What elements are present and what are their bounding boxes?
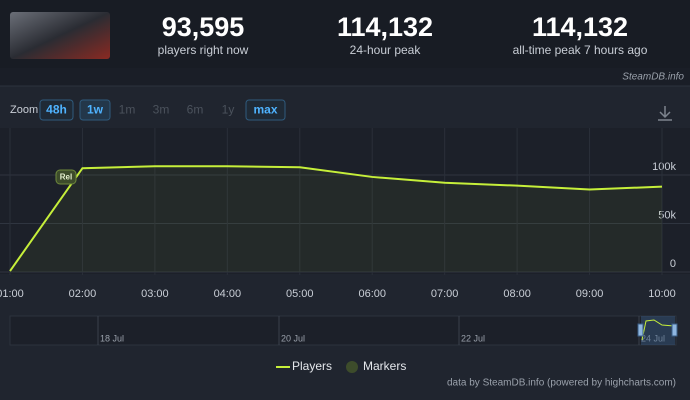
navigator-label: 18 Jul — [100, 333, 124, 343]
navigator-label: 20 Jul — [281, 333, 305, 343]
plot-area — [0, 128, 690, 274]
zoom-option: 3m — [153, 103, 170, 117]
footer-credit: data by SteamDB.info (powered by highcha… — [447, 378, 676, 389]
legend-entry[interactable]: Markers — [363, 359, 406, 373]
y-tick-label: 100k — [652, 161, 676, 173]
navigator-label: 24 Jul — [641, 333, 665, 343]
stat-value: 114,132 — [532, 12, 628, 42]
zoom-label: Zoom — [10, 104, 38, 116]
navigator-handle[interactable] — [637, 323, 644, 337]
site-credit: SteamDB.info — [622, 72, 684, 83]
stat-value: 93,595 — [162, 12, 245, 42]
x-tick-label: 10:00 — [648, 288, 676, 300]
x-tick-label: 08:00 — [503, 288, 531, 300]
navigator-window[interactable] — [641, 316, 675, 345]
navigator-label: 22 Jul — [461, 333, 485, 343]
navigator-series — [641, 319, 675, 341]
x-tick-label: 06:00 — [358, 288, 386, 300]
y-tick-label: 50k — [658, 209, 676, 221]
stat-label: players right now — [158, 43, 249, 57]
header-bar — [0, 0, 690, 68]
zoom-button[interactable] — [245, 99, 286, 121]
series-area — [10, 166, 662, 272]
stat-value: 114,132 — [337, 12, 433, 42]
x-tick-label: 02:00 — [69, 288, 97, 300]
x-tick-label: 09:00 — [576, 288, 604, 300]
x-tick-label: 07:00 — [431, 288, 459, 300]
legend-swatch — [346, 361, 358, 373]
zoom-option[interactable]: max — [253, 103, 277, 117]
x-tick-label: 04:00 — [214, 288, 242, 300]
zoom-button[interactable] — [79, 99, 111, 121]
zoom-option[interactable]: 48h — [46, 103, 67, 117]
game-image[interactable] — [10, 12, 110, 59]
zoom-option: 1m — [119, 103, 136, 117]
legend-entry[interactable]: Players — [292, 359, 332, 373]
zoom-option[interactable]: 1w — [87, 103, 104, 117]
x-tick-label: 03:00 — [141, 288, 169, 300]
download-icon[interactable] — [658, 106, 672, 121]
zoom-option: 6m — [187, 103, 204, 117]
series-line — [9, 165, 663, 272]
stat-label: all-time peak 7 hours ago — [513, 43, 648, 57]
x-tick-label: 01:00 — [0, 288, 24, 300]
marker-flag[interactable] — [55, 169, 77, 185]
stat-label: 24-hour peak — [350, 43, 422, 57]
zoom-option: 1y — [222, 103, 235, 117]
zoom-button[interactable] — [39, 99, 74, 121]
navigator-handle[interactable] — [671, 323, 678, 337]
x-tick-label: 05:00 — [286, 288, 314, 300]
marker-label[interactable]: Rel — [60, 173, 72, 182]
site-strip — [0, 68, 690, 86]
y-tick-label: 0 — [670, 258, 676, 270]
